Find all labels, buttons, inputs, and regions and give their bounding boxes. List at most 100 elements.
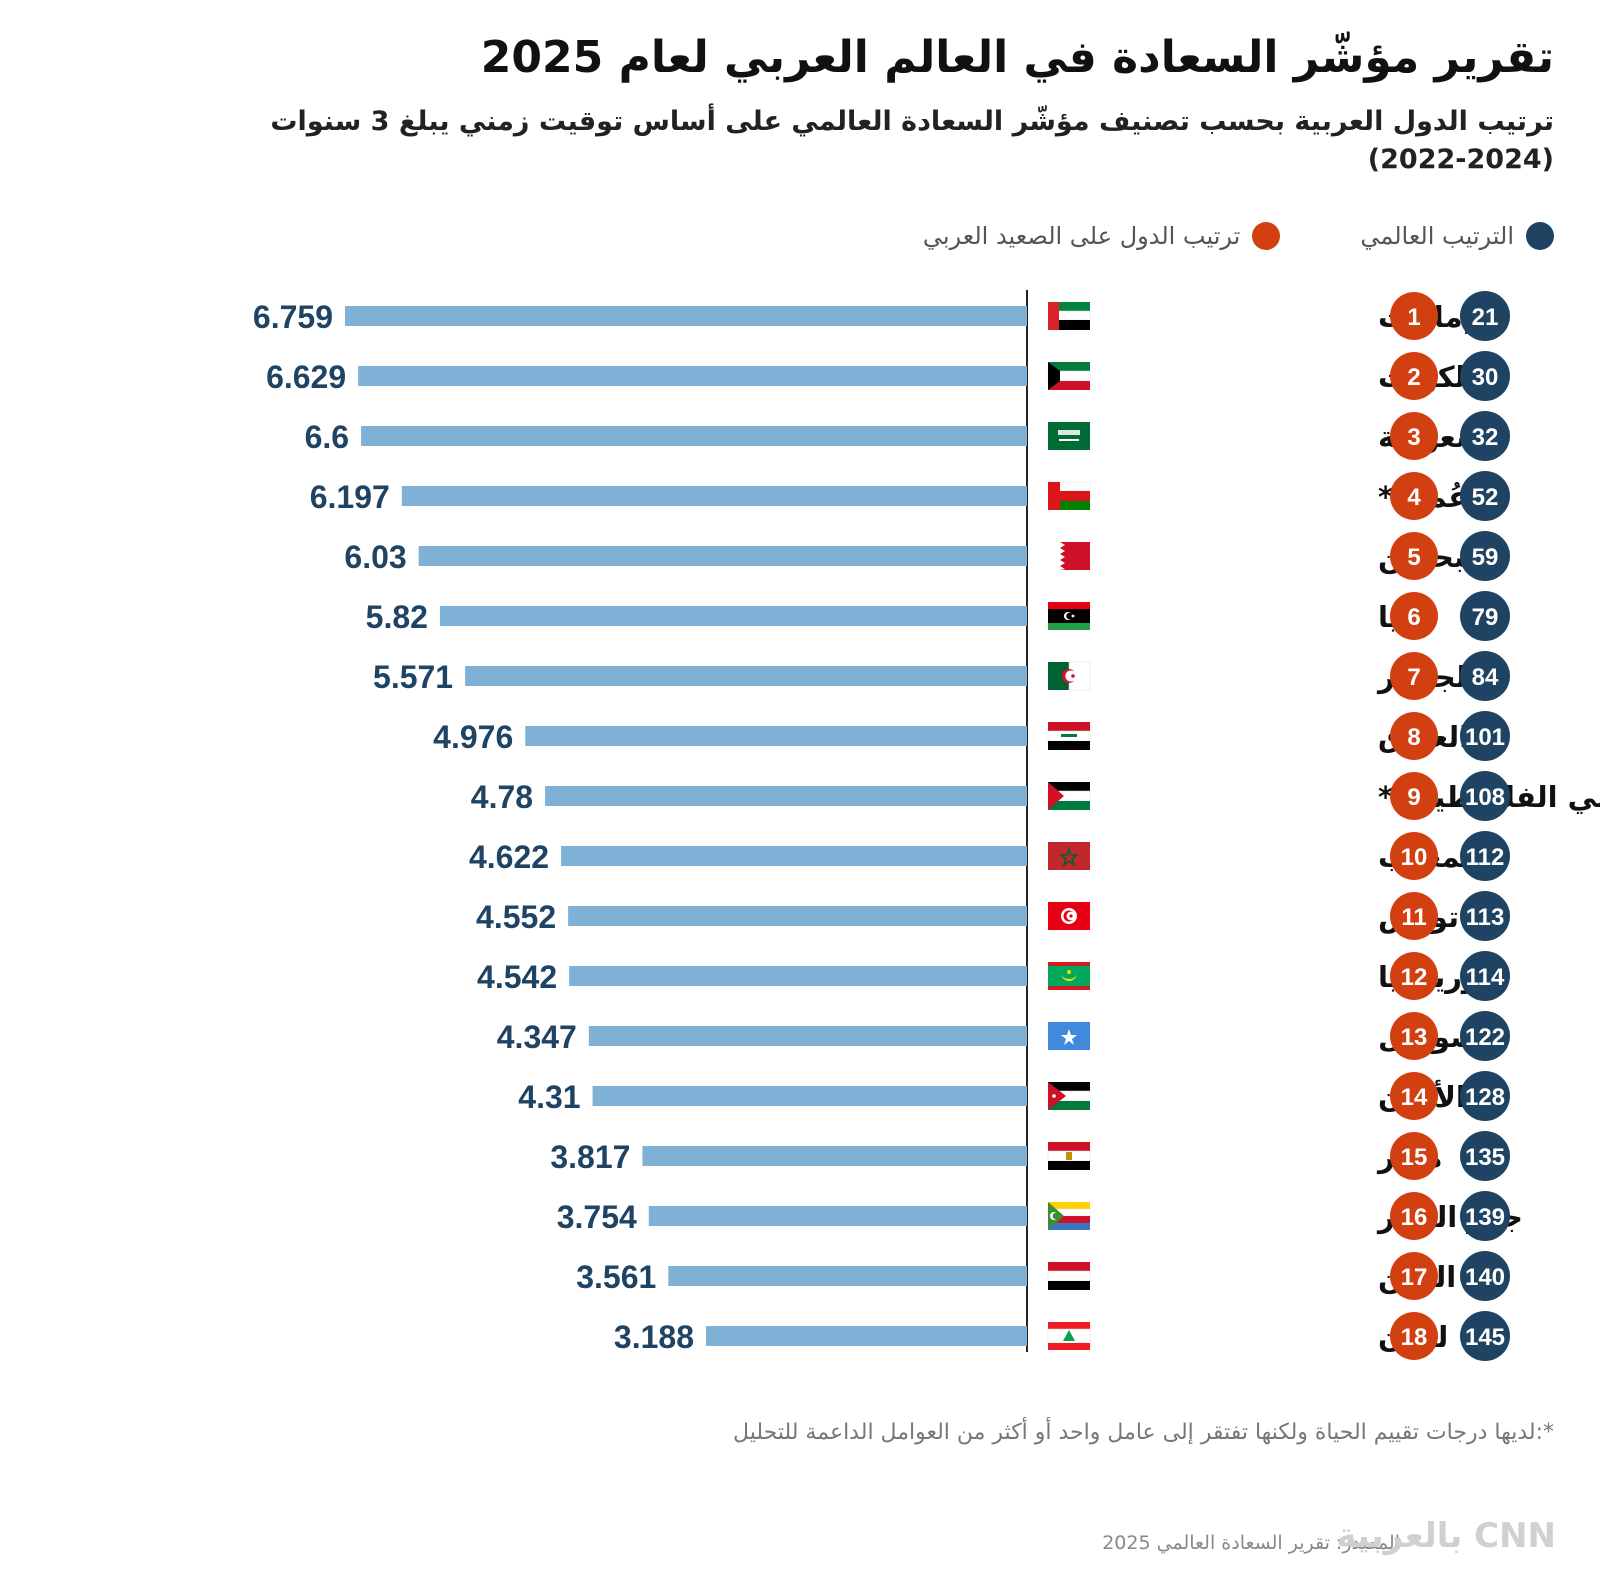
value-label: 3.817: [550, 1139, 630, 1175]
flag-band: [1048, 302, 1059, 330]
flag-star: [1071, 674, 1075, 678]
flag-icon: [1048, 422, 1090, 450]
bar: [418, 546, 1027, 566]
value-label: 6.197: [310, 479, 390, 515]
flag-icon: [1047, 1142, 1091, 1170]
flag-star: [1067, 970, 1071, 974]
arab-rank-badge: [1390, 532, 1438, 580]
flag-stripe: [1048, 782, 1090, 791]
flag-script: [1058, 430, 1080, 435]
arab-rank-badge: [1390, 412, 1438, 460]
value-label: 6.6: [305, 419, 349, 455]
world-rank-badge: [1460, 1311, 1510, 1361]
world-rank-label: 140: [1465, 1264, 1505, 1291]
flag-stripe: [1048, 1262, 1090, 1271]
world-rank-badge: [1460, 351, 1510, 401]
flag-stripe: [1048, 602, 1090, 609]
flag-crescent-cut: [1052, 1212, 1060, 1220]
legend-arab-label: ترتيب الدول على الصعيد العربي: [922, 222, 1241, 250]
flag-stripe: [1048, 1082, 1090, 1091]
arab-rank-badge: [1390, 772, 1438, 820]
arab-rank-label: 4: [1407, 484, 1421, 511]
flag-crescent-cut: [1066, 612, 1073, 620]
world-rank-badge: [1460, 471, 1510, 521]
value-label: 6.629: [266, 359, 346, 395]
flag-stripe: [1048, 623, 1090, 630]
world-rank-label: 84: [1472, 664, 1499, 691]
arab-rank-badge: [1390, 1132, 1438, 1180]
world-rank-label: 21: [1472, 304, 1499, 331]
world-rank-badge: [1460, 531, 1510, 581]
world-rank-badge: [1460, 1251, 1510, 1301]
value-label: 4.78: [471, 779, 533, 815]
bar: [439, 606, 1027, 626]
value-label: 3.188: [614, 1319, 694, 1355]
arab-rank-label: 7: [1407, 664, 1420, 691]
bar: [706, 1326, 1027, 1346]
world-rank-badge: [1460, 291, 1510, 341]
bar: [361, 426, 1028, 446]
flag-stripe: [1048, 1142, 1090, 1151]
arab-rank-label: 6: [1407, 604, 1420, 631]
flag-stripe: [1048, 801, 1090, 810]
arab-rank-badge: [1390, 1252, 1438, 1300]
footnote: *:لديها درجات تقييم الحياة ولكنها تفتقر …: [733, 1420, 1554, 1445]
world-rank-label: 59: [1472, 544, 1499, 571]
flag-star: [1071, 614, 1075, 618]
flag-serrated: [1048, 542, 1065, 570]
chart-subtitle: ترتيب الدول العربية بحسب تصنيف مؤشّر الس…: [270, 106, 1554, 175]
value-label: 4.552: [476, 899, 556, 935]
arab-rank-badge: [1390, 292, 1438, 340]
flag-stripe: [1047, 1270, 1091, 1282]
flag-field: [1048, 422, 1090, 450]
bar: [525, 726, 1027, 746]
chart-title: تقرير مؤشّر السعادة في العالم العربي لعا…: [480, 32, 1555, 83]
world-rank-dot-icon: [1526, 222, 1554, 250]
flag-icon: [1048, 902, 1090, 930]
world-rank-label: 135: [1465, 1144, 1505, 1171]
flag-icon: [1047, 362, 1091, 390]
flag-star: [1061, 1029, 1077, 1045]
bar: [642, 1146, 1027, 1166]
world-rank-label: 108: [1465, 784, 1505, 811]
bar: [358, 366, 1027, 386]
flag-trapezoid: [1048, 362, 1060, 390]
arab-rank-label: 8: [1407, 724, 1420, 751]
flag-stripe: [1048, 501, 1090, 510]
world-rank-badge: [1460, 411, 1510, 461]
arab-rank-badge: [1390, 892, 1438, 940]
arab-rank-badge: [1390, 592, 1438, 640]
source-note: المصدر: تقرير السعادة العالمي 2025: [1102, 1532, 1400, 1554]
arab-rank-badge: [1390, 472, 1438, 520]
flag-script: [1061, 734, 1077, 737]
arab-rank-label: 16: [1401, 1204, 1428, 1231]
flag-icon: [1047, 1202, 1091, 1230]
legend: الترتيب العالمي ترتيب الدول على الصعيد ا…: [923, 222, 1554, 250]
flag-field: [1048, 962, 1090, 990]
flag-eagle: [1066, 1152, 1072, 1160]
flag-crescent: [1061, 973, 1077, 981]
bar: [345, 306, 1027, 326]
arab-rank-label: 2: [1407, 364, 1420, 391]
flag-band: [1048, 482, 1060, 510]
arab-rank-label: 3: [1407, 424, 1420, 451]
flag-stripe: [1048, 1161, 1090, 1170]
flag-star: [1058, 846, 1080, 868]
value-label: 3.754: [557, 1199, 637, 1235]
arab-rank-label: 13: [1401, 1024, 1428, 1051]
value-label: 3.561: [576, 1259, 656, 1295]
world-rank-label: 114: [1466, 964, 1505, 991]
world-rank-badge: [1460, 951, 1510, 1001]
flag-cedar: [1063, 1330, 1075, 1341]
flag-stripe: [1048, 1322, 1090, 1329]
world-rank-badge: [1460, 1191, 1510, 1241]
flag-icon: [1047, 782, 1091, 810]
flag-stripe: [1048, 1216, 1090, 1223]
flag-stripe: [1058, 302, 1090, 311]
value-label: 5.571: [373, 659, 453, 695]
legend-world-label: الترتيب العالمي: [1360, 222, 1514, 250]
arab-rank-badge: [1390, 1072, 1438, 1120]
value-label: 6.759: [253, 299, 333, 335]
flag-icon: [1047, 1082, 1091, 1110]
flag-stripe: [1048, 1202, 1090, 1209]
